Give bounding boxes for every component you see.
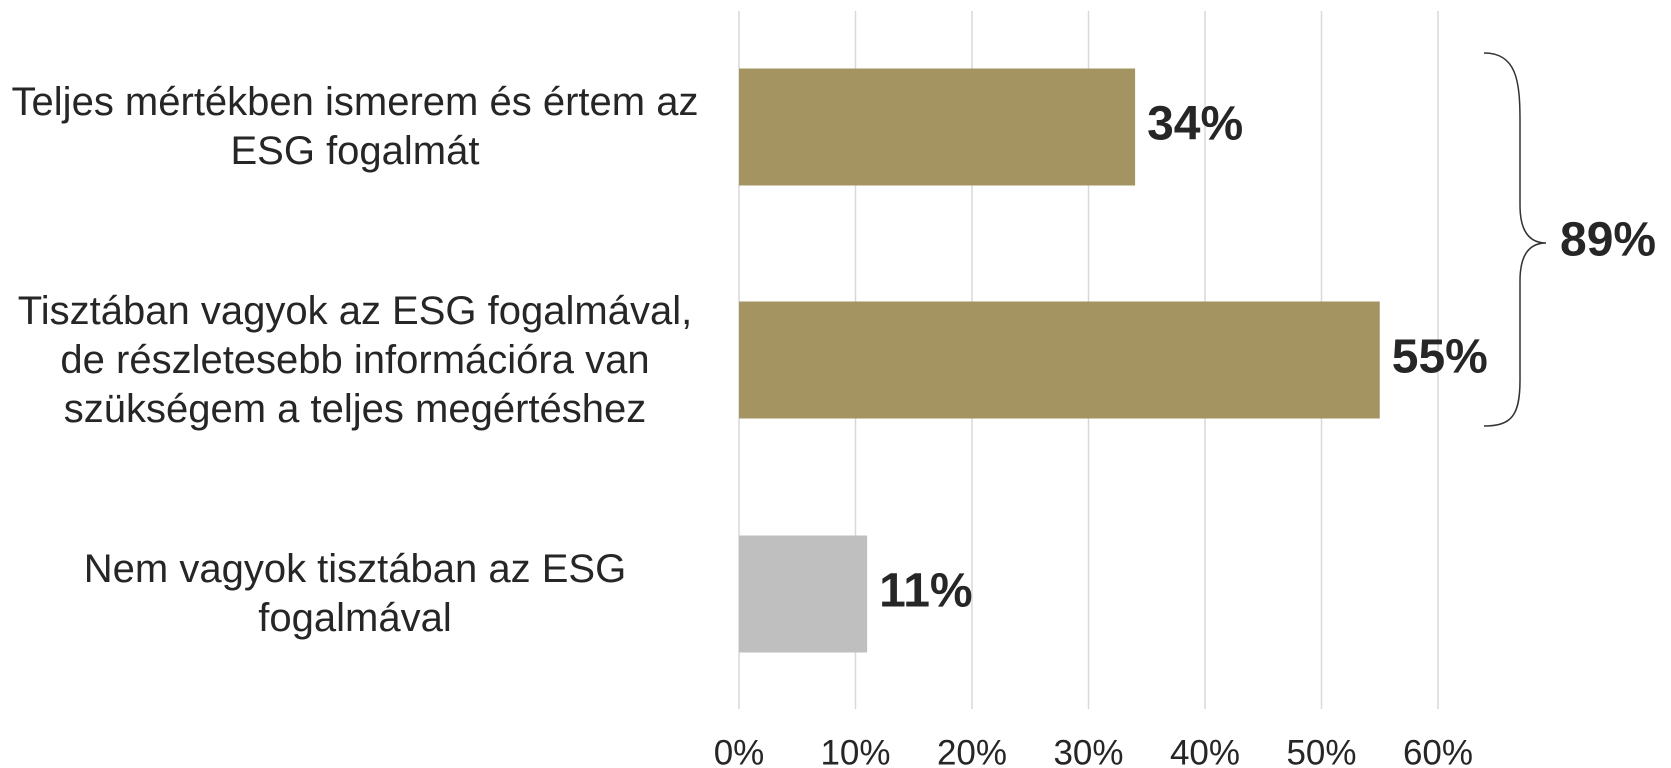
category-label: Teljes mértékben ismerem és értem az ESG… <box>11 80 699 173</box>
x-tick-label: 0% <box>714 733 765 768</box>
x-tick-label: 10% <box>820 733 890 768</box>
value-label: 34% <box>1147 98 1243 151</box>
x-tick-label: 40% <box>1170 733 1240 768</box>
category-label: Tisztában vagyok az ESG fogalmával, de r… <box>17 288 693 431</box>
x-tick-label: 60% <box>1403 733 1473 768</box>
bar <box>739 535 868 653</box>
x-tick-label: 20% <box>937 733 1007 768</box>
bracket <box>1483 52 1547 427</box>
x-tick-label: 30% <box>1053 733 1123 768</box>
bar <box>739 301 1380 419</box>
bracket-label: 89% <box>1560 214 1656 267</box>
category-label: Nem vagyok tisztában az ESG fogalmával <box>83 547 627 640</box>
value-label: 55% <box>1392 331 1488 384</box>
x-tick-label: 50% <box>1286 733 1356 768</box>
value-label: 11% <box>879 565 972 618</box>
bar <box>739 68 1136 186</box>
